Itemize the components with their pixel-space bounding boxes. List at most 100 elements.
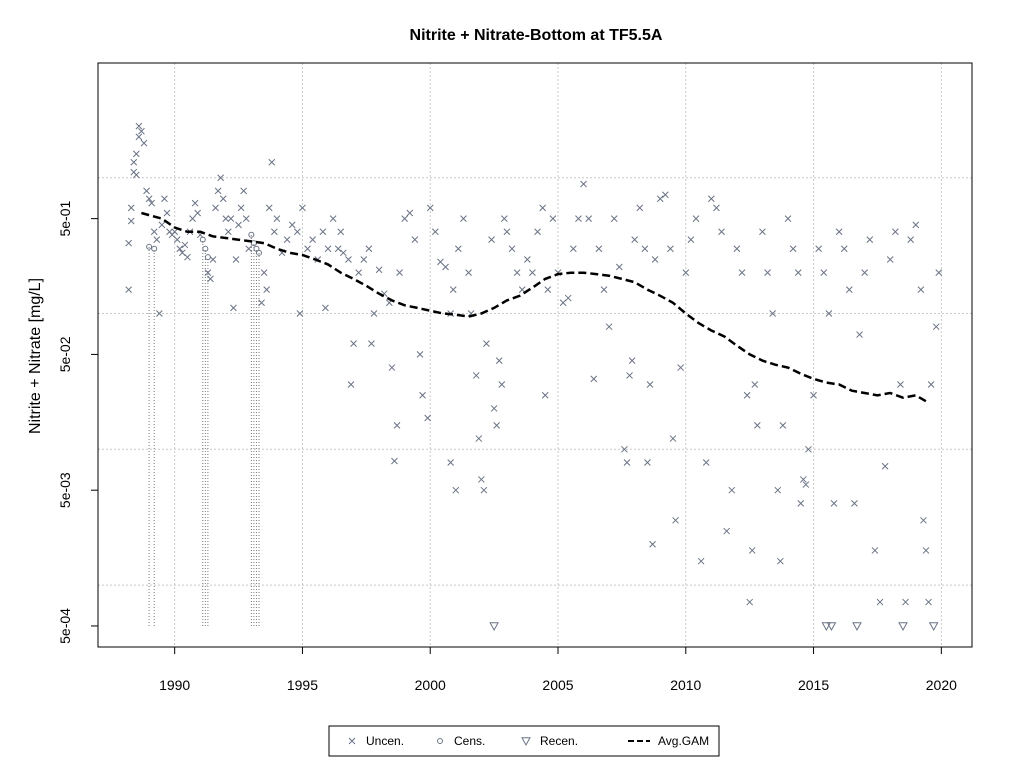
uncensored-point [365,245,373,253]
y-tick-label: 5e-04 [57,608,73,644]
uncensored-point [891,228,899,236]
uncensored-point [263,286,271,293]
plot-frame [97,62,973,648]
uncensored-point [661,191,669,199]
uncensored-point [452,486,460,494]
uncensored-point [345,256,352,263]
uncensored-point [687,236,695,244]
uncensored-point [845,286,853,293]
legend: Uncen. Cens. Recen. Avg.GAM [328,725,720,757]
uncensored-point [544,286,552,293]
x-tick-label: 1990 [159,677,190,693]
uncensored-point [150,228,158,236]
uncensored-point [245,245,253,253]
uncensored-point [460,215,467,222]
gam-line-group [141,211,930,404]
uncensored-point [209,256,217,263]
uncensored-point [260,269,268,277]
y-tick-label: 5e-03 [57,472,73,508]
uncensored-point [135,133,143,141]
uncensored-point [830,499,838,507]
uncensored-point [508,245,516,253]
uncensored-point [158,221,166,229]
uncensored-point [227,215,235,222]
uncensored-point [575,215,582,222]
uncensored-point [649,540,656,548]
x-axis: 1990 1995 2000 2005 2010 2015 2020 [159,647,957,693]
uncensored-point [437,258,444,266]
uncensored-point [851,499,858,507]
uncensored-point [207,275,214,283]
uncensored-point [375,266,383,274]
uncensored-point [748,547,756,554]
uncensored-point [334,245,342,253]
uncensored-point [288,221,296,229]
y-tick-label: 5e-02 [57,336,73,372]
uncensored-point [153,236,161,244]
uncensored-point [138,127,145,135]
uncensored-point [222,215,230,222]
uncensored-point [204,269,212,277]
uncensored-point [569,245,577,253]
uncensored-point [483,340,490,348]
uncensored-point [871,547,879,554]
uncensored-point [178,249,186,257]
uncensored-point [743,391,751,399]
uncensored-point [805,445,812,453]
censored-point [248,231,255,238]
uncensored-point [564,294,572,302]
uncensored-point [728,486,736,494]
censored-point [204,254,211,261]
uncensored-point [534,228,541,236]
uncensored-point [856,331,863,338]
uncensored-point [702,459,710,466]
uncensored-point [907,236,915,244]
uncensored-point [682,269,690,277]
uncensored-point [339,249,347,257]
uncensored-point [549,215,557,222]
uncensored-point [764,269,771,277]
y-tick-label: 5e-01 [57,201,73,237]
uncensored-point [595,245,603,253]
uncensored-point [692,215,700,222]
uncensored-point [396,269,403,277]
uncensored-point [897,381,904,388]
uncensored-point [465,269,472,277]
uncensored-point [268,158,276,166]
uncensored-point [920,516,927,524]
censored-point [202,245,209,252]
uncensored-point [155,310,163,317]
uncensored-point [789,245,797,253]
x-tick-label: 2010 [670,677,701,693]
uncensored-point [797,499,805,507]
uncensored-point [319,228,327,236]
uncensored-point [419,391,426,399]
uncensored-point [784,215,792,222]
uncensored-point [707,195,715,203]
gam-line [141,211,930,404]
uncensored-point [644,459,651,466]
uncensored-point [304,245,311,253]
uncensored-point [794,269,802,277]
uncensored-point [125,239,133,247]
recensored-point [898,622,908,631]
uncensored-point [500,215,508,222]
uncensored-point [442,263,449,271]
legend-label: Avg.GAM [658,734,709,748]
uncensored-point [171,228,179,236]
uncensored-point [194,209,202,217]
uncensored-point [539,204,547,212]
uncensored-point [835,228,843,236]
uncensored-point [810,391,817,399]
uncensored-point [214,187,222,195]
legend-label: Recen. [540,734,578,748]
uncensored-point [541,391,549,399]
y-axis: 5e-04 5e-03 5e-02 5e-01 [57,201,98,644]
uncensored-point [240,187,248,195]
uncensored-point [935,269,943,277]
uncensored-point [759,228,766,236]
recensored-point [852,622,862,631]
gridlines [98,63,972,647]
uncensored-point [779,422,787,429]
